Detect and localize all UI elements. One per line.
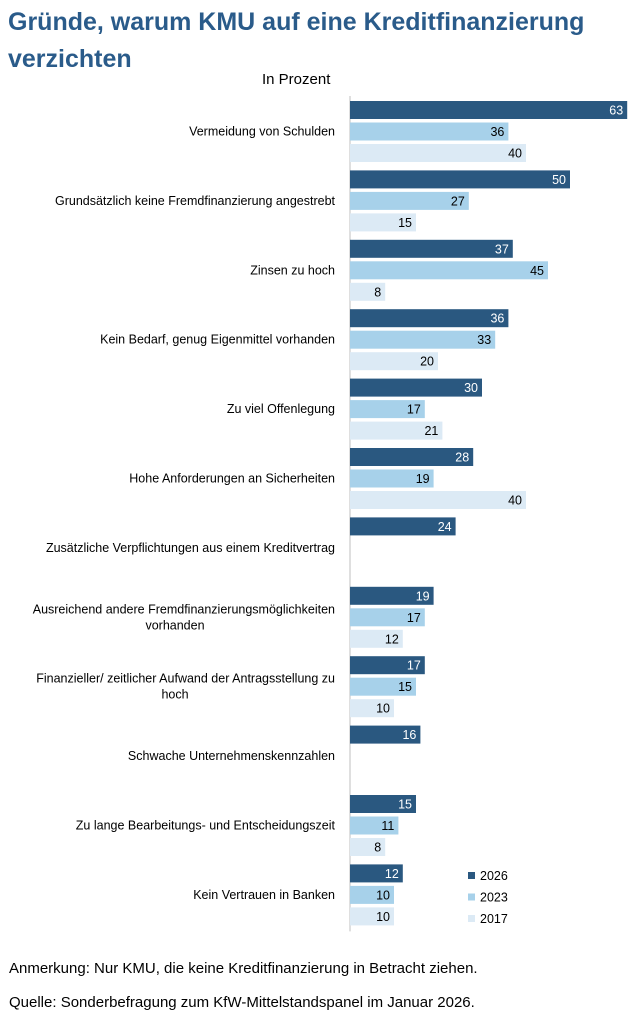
- data-label: 19: [416, 589, 430, 603]
- bar-2026: [350, 448, 474, 466]
- bar-2017: [350, 629, 403, 648]
- bar-2026: [350, 864, 403, 883]
- bar-2017: [350, 907, 394, 926]
- bar-2023: [350, 885, 394, 904]
- bar-2023: [350, 677, 416, 696]
- bar-2017: [350, 282, 386, 301]
- data-label: 63: [609, 104, 623, 118]
- bar-2023: [350, 330, 496, 349]
- bar-2023: [350, 469, 434, 488]
- category-label: Finanzieller/ zeitlicher Aufwand der Ant…: [36, 672, 335, 686]
- data-label: 20: [420, 355, 434, 369]
- bar-2026: [350, 309, 509, 328]
- data-label: 30: [464, 381, 478, 395]
- legend-entry: 2017: [480, 912, 508, 926]
- category-label: Kein Bedarf, genug Eigenmittel vorhanden: [100, 333, 335, 347]
- data-label: 37: [495, 242, 509, 256]
- chart-title: Gründe, warum KMU auf eine Kreditfinanzi…: [8, 8, 585, 73]
- bar-2026: [350, 725, 421, 744]
- bar-2017: [350, 213, 416, 232]
- category-label: Zu lange Bearbeitungs- und Entscheidungs…: [76, 819, 336, 833]
- legend-swatch: [468, 893, 475, 901]
- bar-2017: [350, 144, 526, 162]
- bar-2026: [350, 239, 513, 258]
- data-label: 45: [530, 264, 544, 278]
- data-label: 10: [376, 910, 390, 924]
- data-label: 16: [402, 728, 416, 742]
- bar-2026: [350, 170, 570, 189]
- legend-entry: 2023: [480, 891, 508, 905]
- category-label: vorhanden: [145, 618, 204, 632]
- bar-2023: [350, 608, 425, 627]
- data-label: 17: [407, 659, 421, 673]
- legend-entry: 2026: [480, 869, 508, 883]
- data-label: 8: [374, 285, 381, 299]
- data-label: 36: [490, 312, 504, 326]
- bar-2017: [350, 838, 386, 856]
- data-label: 28: [455, 451, 469, 465]
- legend-swatch: [468, 915, 475, 922]
- category-label: Vermeidung von Schulden: [189, 125, 335, 139]
- bar-2023: [350, 400, 425, 419]
- chart-note: Anmerkung: Nur KMU, die keine Kreditfina…: [9, 960, 478, 977]
- chart-subtitle: In Prozent: [262, 71, 331, 88]
- data-label: 27: [451, 194, 465, 208]
- category-label: Schwache Unternehmenskennzahlen: [128, 749, 335, 763]
- chart-source: Quelle: Sonderbefragung zum KfW-Mittelst…: [9, 994, 475, 1011]
- data-label: 17: [407, 611, 421, 625]
- bar-2026: [350, 517, 456, 536]
- bar-2026: [350, 586, 434, 605]
- data-label: 8: [374, 841, 381, 855]
- data-label: 11: [381, 819, 394, 833]
- category-label: Zu viel Offenlegung: [227, 402, 335, 416]
- data-label: 40: [508, 494, 522, 508]
- bar-2017: [350, 491, 526, 509]
- bar-2026: [350, 656, 425, 675]
- legend-swatch: [468, 872, 475, 879]
- data-label: 33: [477, 333, 491, 347]
- data-label: 10: [376, 888, 390, 902]
- category-label: Zinsen zu hoch: [250, 263, 335, 277]
- data-label: 50: [552, 173, 566, 187]
- data-label: 24: [438, 520, 452, 534]
- data-label: 40: [508, 147, 522, 161]
- data-label: 17: [407, 403, 421, 417]
- data-label: 12: [385, 632, 399, 646]
- data-label: 36: [490, 125, 504, 139]
- category-label: Grundsätzlich keine Fremdfinanzierung an…: [55, 194, 336, 208]
- data-label: 10: [376, 702, 390, 716]
- data-label: 21: [424, 424, 438, 438]
- bar-2026: [350, 378, 482, 397]
- category-label: hoch: [161, 688, 188, 702]
- bar-2017: [350, 699, 394, 718]
- category-label: Zusätzliche Verpflichtungen aus einem Kr…: [46, 541, 335, 555]
- data-label: 15: [398, 680, 412, 694]
- bar-2023: [350, 261, 548, 280]
- bar-2023: [350, 816, 399, 835]
- bar-chart: Vermeidung von Schulden 63 36 40 Grundsätzli…: [33, 96, 628, 932]
- data-label: 15: [398, 216, 412, 230]
- category-label: Ausreichend andere Fremdfinanzierungsmög…: [33, 602, 335, 616]
- bar-2026: [350, 795, 416, 813]
- data-label: 19: [416, 472, 430, 486]
- bar-2017: [350, 421, 443, 440]
- bar-2023: [350, 122, 509, 141]
- data-label: 12: [385, 867, 399, 881]
- bar-2017: [350, 352, 438, 371]
- category-label: Kein Vertrauen in Banken: [193, 888, 335, 902]
- bar-2026: [350, 101, 628, 119]
- data-label: 15: [398, 798, 412, 812]
- bar-2023: [350, 191, 469, 210]
- category-label: Hohe Anforderungen an Sicherheiten: [129, 472, 335, 486]
